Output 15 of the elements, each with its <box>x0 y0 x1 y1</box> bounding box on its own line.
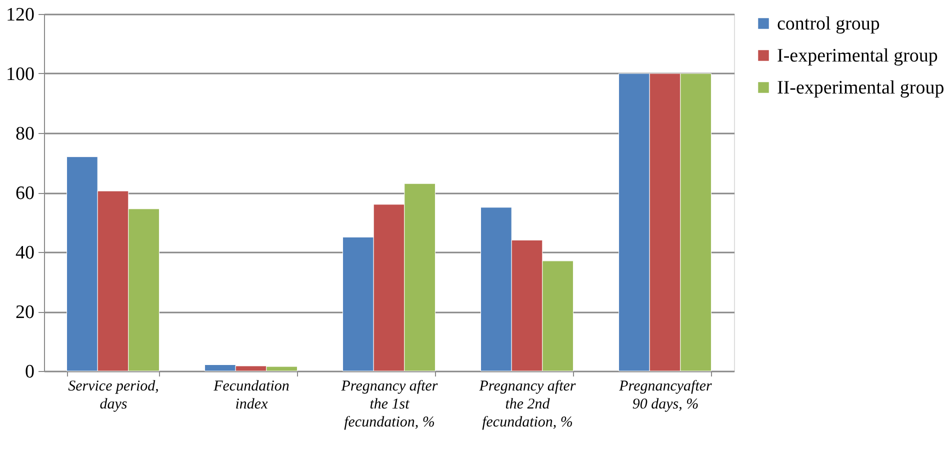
legend-label: I-experimental group <box>777 46 938 66</box>
x-tick-label: Pregnancy after the 2nd fecundation, % <box>478 378 576 430</box>
legend-label: control group <box>777 14 880 34</box>
legend-label: II-experimental group <box>777 78 944 98</box>
y-tick-label: 100 <box>6 64 34 85</box>
y-tick-label: 0 <box>25 362 34 382</box>
y-tick-label: 80 <box>16 124 34 144</box>
x-tick-label: Pregnancyafter 90 days, % <box>618 378 712 412</box>
y-tick-label: 120 <box>6 4 34 26</box>
x-tick-label: Fecundation index <box>212 378 290 412</box>
y-tick-label: 60 <box>16 183 34 204</box>
x-tick-label: Pregnancy after the 1st fecundation, % <box>340 378 438 430</box>
y-tick-label: 40 <box>16 242 34 264</box>
x-tick-label: Service period, days <box>68 378 159 412</box>
y-tick-label: 20 <box>16 302 34 323</box>
